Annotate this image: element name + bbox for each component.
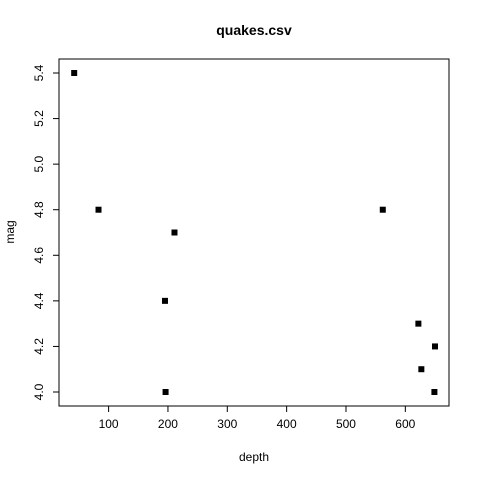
x-axis-label: depth <box>239 450 269 464</box>
data-point <box>95 206 102 213</box>
data-point <box>379 206 386 213</box>
data-points <box>71 70 438 395</box>
y-tick-label: 4.4 <box>32 292 46 309</box>
chart-title: quakes.csv <box>216 22 292 38</box>
y-tick-label: 4.6 <box>32 247 46 264</box>
x-tick-label: 500 <box>336 417 356 431</box>
y-tick-label: 5.4 <box>32 64 46 81</box>
y-tick-label: 5.2 <box>32 110 46 127</box>
y-tick-label: 5.0 <box>32 155 46 172</box>
data-point <box>415 320 422 327</box>
x-tick-label: 300 <box>217 417 237 431</box>
data-point <box>71 70 78 76</box>
y-tick-label: 4.8 <box>32 201 46 218</box>
x-axis: 100 200 300 400 500 600 <box>99 406 416 431</box>
data-point <box>171 229 178 236</box>
x-tick-label: 400 <box>277 417 297 431</box>
x-tick-label: 200 <box>158 417 178 431</box>
y-axis-label: mag <box>3 220 17 243</box>
data-point <box>431 389 438 395</box>
data-point <box>162 389 169 395</box>
data-point <box>418 366 425 373</box>
plot-frame <box>58 58 450 407</box>
x-tick-label: 600 <box>395 417 415 431</box>
y-tick-label: 4.2 <box>32 338 46 355</box>
data-point <box>432 343 438 350</box>
y-axis: 4.0 4.2 4.4 4.6 4.8 5.0 5.2 5.4 <box>32 64 59 400</box>
data-point <box>161 297 168 304</box>
y-tick-label: 4.0 <box>32 383 46 400</box>
x-tick-label: 100 <box>99 417 119 431</box>
